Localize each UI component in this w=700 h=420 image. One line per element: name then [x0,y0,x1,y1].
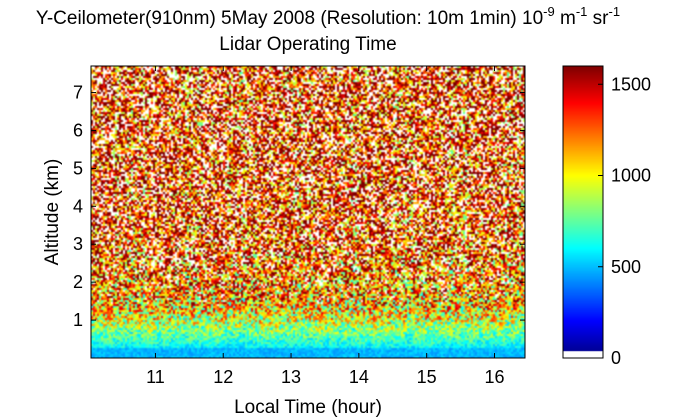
heatmap-image [91,66,525,358]
title-unit-m: m [555,8,576,29]
y-tick-label: 3 [73,234,83,254]
plot-border [90,65,526,359]
x-tick-label: 11 [146,367,165,387]
y-axis-label: Altitude (km) [42,159,63,266]
y-tick-label: 2 [73,272,83,292]
x-tick-label: 14 [349,367,369,387]
colorbar [562,65,604,359]
colorbar-tick-label: 1000 [611,166,651,186]
chart-title-line2: Lidar Operating Time [219,34,396,55]
plot-area [90,65,526,359]
y-tick-label: 5 [73,158,83,178]
y-axis-ticks: 1 2 3 4 5 6 7 [73,83,525,330]
title-exp2: -1 [576,4,588,19]
y-tick-label: 4 [73,196,83,216]
y-tick-label: 1 [73,310,83,330]
x-tick-label: 13 [281,367,301,387]
colorbar-tick-label: 1500 [611,74,651,94]
x-axis-ticks: 11 12 13 14 15 16 [146,66,505,387]
title-unit-sr: sr [587,8,609,29]
colorbar-ticks: 0 500 1000 1500 [598,74,651,368]
colorbar-tick-label: 0 [611,348,621,368]
title-exp3: -1 [609,4,621,19]
colorbar-gradient [563,66,603,358]
y-tick-label: 7 [73,83,83,103]
title-prefix: Y-Ceilometer(910nm) 5May 2008 (Resolutio… [36,8,543,29]
x-tick-label: 16 [484,367,504,387]
x-tick-label: 15 [417,367,437,387]
colorbar-border [562,65,604,359]
colorbar-tick-label: 500 [611,257,641,277]
chart-title-line1: Y-Ceilometer(910nm) 5May 2008 (Resolutio… [36,4,620,29]
title-exp1: -9 [543,4,555,19]
x-axis-label: Local Time (hour) [234,397,382,418]
x-tick-label: 12 [213,367,233,387]
y-tick-label: 6 [73,120,83,140]
